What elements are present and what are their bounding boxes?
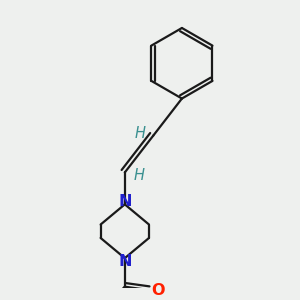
Text: H: H <box>134 168 144 183</box>
Text: N: N <box>118 254 132 269</box>
Text: N: N <box>118 194 132 209</box>
Text: O: O <box>152 283 165 298</box>
Text: H: H <box>135 126 146 141</box>
